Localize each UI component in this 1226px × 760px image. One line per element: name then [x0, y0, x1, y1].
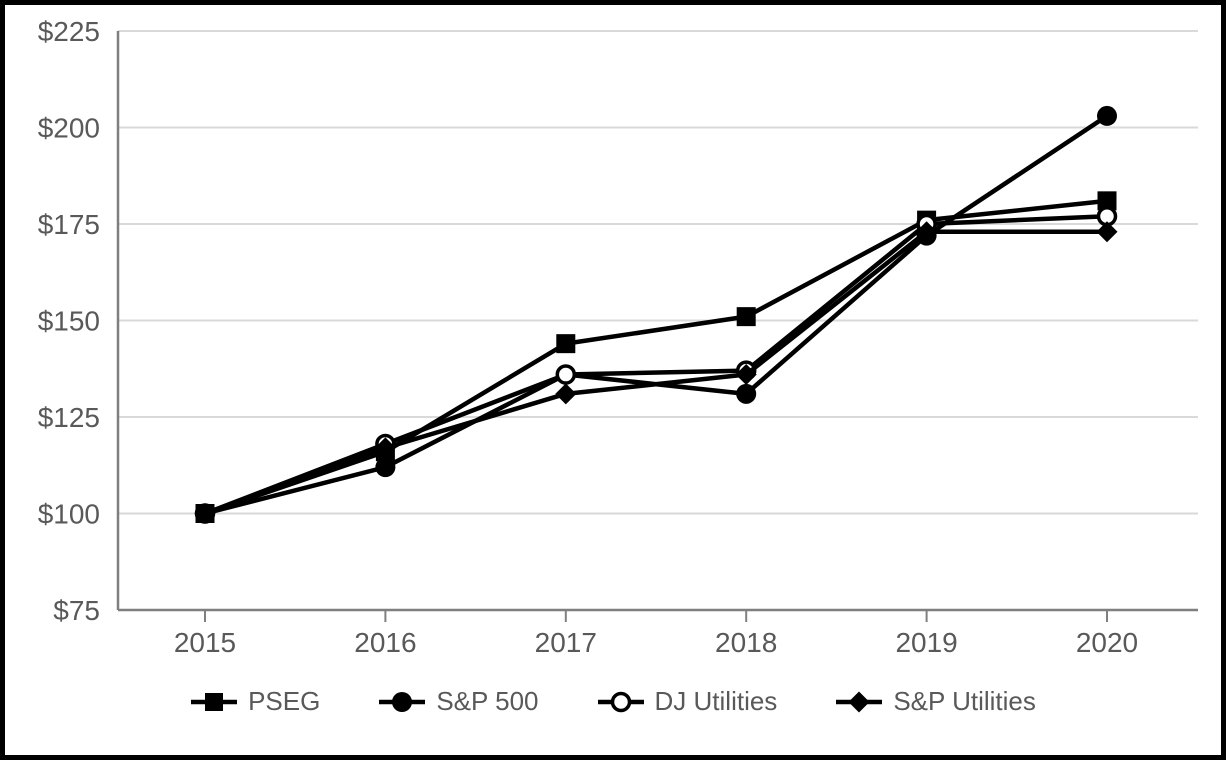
x-axis-tick-label: 2015: [174, 627, 236, 658]
legend-label-sp500: S&P 500: [436, 686, 539, 716]
data-point-s-p-500: [375, 457, 396, 478]
legend-item-pseg: PSEG: [190, 686, 320, 717]
legend-label-dj-utilities: DJ Utilities: [654, 686, 778, 716]
data-point-pseg: [556, 334, 576, 354]
legend-item-sp-utilities: S&P Utilities: [835, 686, 1036, 717]
open-circle-marker-icon: [597, 691, 644, 712]
series-line-s-p-500: [202, 113, 1110, 516]
y-axis-tick-label: $100: [38, 498, 100, 529]
x-axis-tick-label: 2016: [354, 627, 416, 658]
legend-item-dj-utilities: DJ Utilities: [597, 686, 778, 717]
y-axis-tick-label: $75: [53, 595, 100, 626]
filled-square-marker-icon: [191, 692, 238, 711]
legend-label-sp-utilities: S&P Utilities: [893, 686, 1036, 716]
data-point-pseg: [1097, 191, 1117, 211]
performance-line-chart: $225 $200 $175 $150 $125 $100 $75 2015 2016 2017 2…: [38, 16, 1198, 658]
data-point-s-p-utilities: [374, 437, 396, 459]
x-axis-tick-label: 2018: [715, 627, 777, 658]
x-axis-tick-label: 2017: [535, 627, 597, 658]
filled-circle-marker-icon: [379, 691, 426, 712]
data-point-s-p-utilities: [916, 221, 938, 243]
x-axis-tick-label: 2019: [895, 627, 957, 658]
y-axis-tick-label: $150: [38, 305, 100, 336]
data-point-s-p-utilities: [1096, 221, 1118, 243]
y-axis-tick-label: $200: [38, 112, 100, 143]
y-axis-tick-label: $125: [38, 402, 100, 433]
data-point-s-p-utilities: [194, 503, 216, 524]
data-point-s-p-utilities: [735, 364, 757, 386]
data-point-pseg: [736, 307, 756, 327]
series-line-dj-utilities: [202, 214, 1110, 516]
data-point-s-p-utilities: [555, 383, 577, 405]
series-line-s-p-utilities: [202, 229, 1110, 516]
y-axis-tick-label: $225: [38, 16, 100, 47]
y-axis-tick-label: $175: [38, 209, 100, 240]
x-axis-tick-label: 2020: [1076, 627, 1138, 658]
legend-label-pseg: PSEG: [248, 686, 321, 716]
legend-item-sp500: S&P 500: [378, 686, 539, 717]
filled-diamond-marker-icon: [836, 691, 883, 712]
data-point-dj-utilities: [555, 364, 577, 385]
data-point-s-p-500: [736, 383, 757, 404]
chart-legend: PSEG S&P 500 DJ Utilities S&P Utilities: [5, 686, 1221, 717]
data-point-s-p-500: [1097, 105, 1117, 126]
